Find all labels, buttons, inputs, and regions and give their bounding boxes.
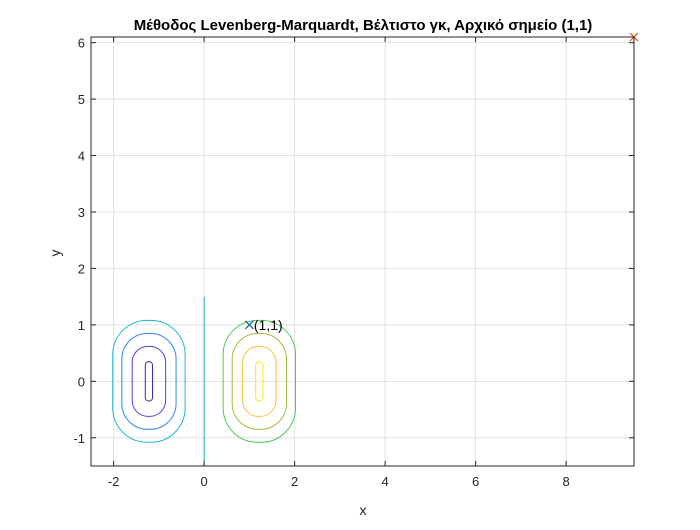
x-axis-label: x	[360, 502, 367, 518]
y-tick-label: 2	[78, 261, 85, 276]
x-tick-label: 2	[291, 474, 298, 489]
y-tick-label: 6	[78, 36, 85, 51]
y-tick-label: 5	[78, 92, 85, 107]
start-point-stroke	[244, 320, 254, 330]
x-tick-label: 6	[472, 474, 479, 489]
grid	[91, 37, 634, 466]
y-tick-label: 1	[78, 318, 85, 333]
x-tick-label: 0	[201, 474, 208, 489]
contour-line	[131, 345, 167, 417]
start-point	[244, 320, 254, 330]
contour-lines	[112, 296, 297, 466]
annotation-label: (1,1)	[254, 317, 283, 333]
y-axis-label: y	[47, 250, 63, 257]
tick-labels: -2 0 2 4 6 8 -1 0 1 2 3 4 5 6	[73, 36, 634, 489]
y-tick-label: -1	[73, 431, 85, 446]
contour-line	[231, 332, 287, 430]
plot-background	[91, 37, 634, 466]
x-tick-label: -2	[108, 474, 120, 489]
x-tick-label: 4	[382, 474, 389, 489]
contour-line	[255, 361, 264, 402]
contour-line	[121, 332, 177, 430]
y-tick-label: 0	[78, 374, 85, 389]
y-tick-label: 3	[78, 205, 85, 220]
contour-line	[144, 361, 154, 402]
chart-title: Μέθοδος Levenberg-Marquardt, Βέλτιστο γκ…	[134, 17, 593, 34]
contour-line	[242, 345, 277, 417]
annotations: (1,1)	[254, 317, 283, 333]
contour-line	[222, 319, 297, 443]
plot-frame	[90, 36, 635, 467]
y-tick-label: 4	[78, 149, 85, 164]
x-tick-label: 8	[563, 474, 570, 489]
contour-line	[112, 319, 186, 443]
